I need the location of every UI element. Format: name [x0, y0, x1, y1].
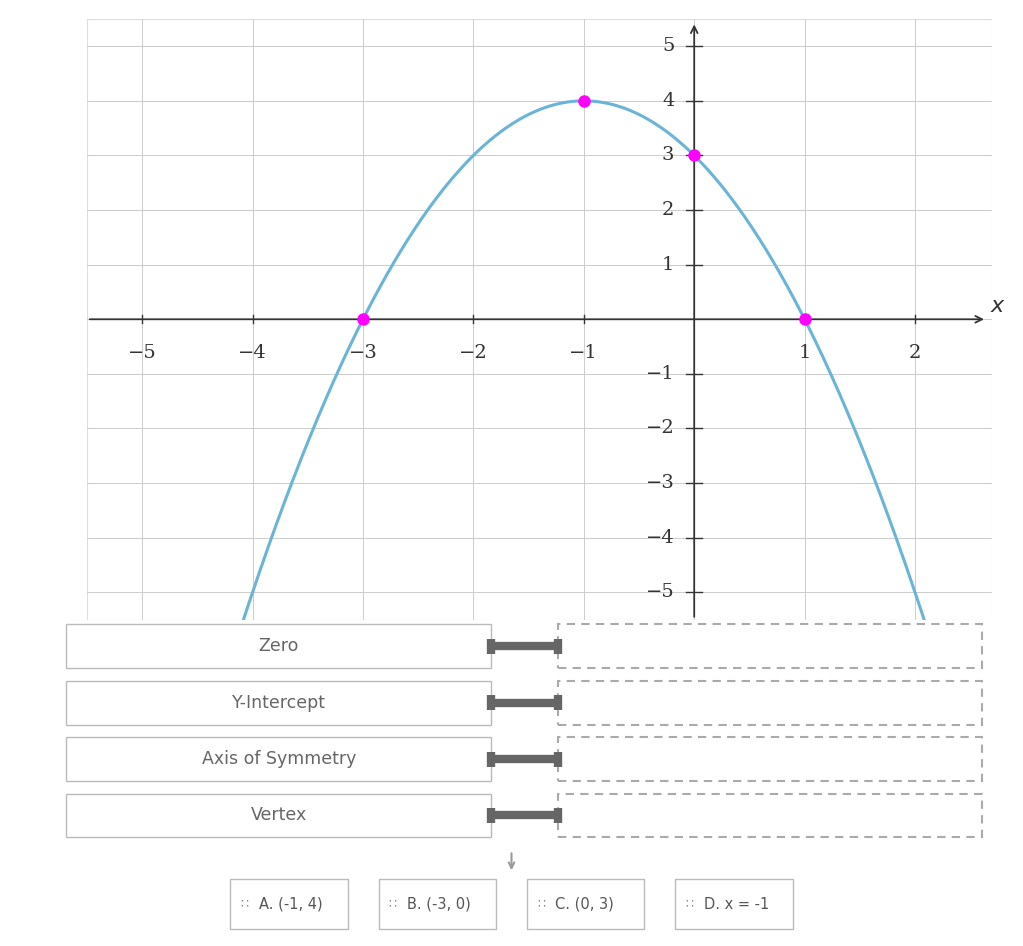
FancyBboxPatch shape	[66, 794, 491, 837]
FancyBboxPatch shape	[558, 624, 982, 668]
Text: ∷: ∷	[389, 898, 397, 911]
Text: 4: 4	[662, 92, 674, 110]
FancyBboxPatch shape	[527, 880, 644, 929]
Text: −2: −2	[459, 343, 488, 362]
Text: Zero: Zero	[259, 638, 299, 656]
Text: −3: −3	[349, 343, 377, 362]
Text: Y-Intercept: Y-Intercept	[232, 693, 325, 711]
Text: 5: 5	[662, 37, 674, 55]
FancyBboxPatch shape	[379, 880, 496, 929]
Text: −3: −3	[646, 474, 674, 492]
Text: −2: −2	[646, 419, 674, 437]
Text: x: x	[990, 295, 1004, 316]
Text: B. (-3, 0): B. (-3, 0)	[407, 897, 471, 912]
FancyBboxPatch shape	[66, 624, 491, 668]
FancyBboxPatch shape	[66, 681, 491, 725]
FancyBboxPatch shape	[558, 681, 982, 725]
Text: 1: 1	[798, 343, 811, 362]
Text: 2: 2	[908, 343, 921, 362]
FancyBboxPatch shape	[66, 737, 491, 781]
Text: A. (-1, 4): A. (-1, 4)	[259, 897, 322, 912]
FancyBboxPatch shape	[675, 880, 793, 929]
FancyBboxPatch shape	[230, 880, 348, 929]
Text: 1: 1	[662, 255, 674, 273]
Text: −5: −5	[646, 584, 674, 602]
Text: −4: −4	[646, 529, 674, 547]
Text: −4: −4	[238, 343, 267, 362]
Text: ∷: ∷	[537, 898, 545, 911]
Text: C. (0, 3): C. (0, 3)	[555, 897, 614, 912]
Text: −1: −1	[570, 343, 598, 362]
Text: −5: −5	[128, 343, 157, 362]
Text: Vertex: Vertex	[251, 806, 307, 825]
Text: D. x = -1: D. x = -1	[704, 897, 769, 912]
Text: Axis of Symmetry: Axis of Symmetry	[202, 750, 356, 768]
Text: ∷: ∷	[685, 898, 694, 911]
Text: 2: 2	[662, 201, 674, 219]
FancyBboxPatch shape	[558, 737, 982, 781]
Text: 3: 3	[662, 147, 674, 165]
FancyBboxPatch shape	[558, 794, 982, 837]
Text: −1: −1	[646, 365, 674, 383]
Text: ∷: ∷	[240, 898, 249, 911]
